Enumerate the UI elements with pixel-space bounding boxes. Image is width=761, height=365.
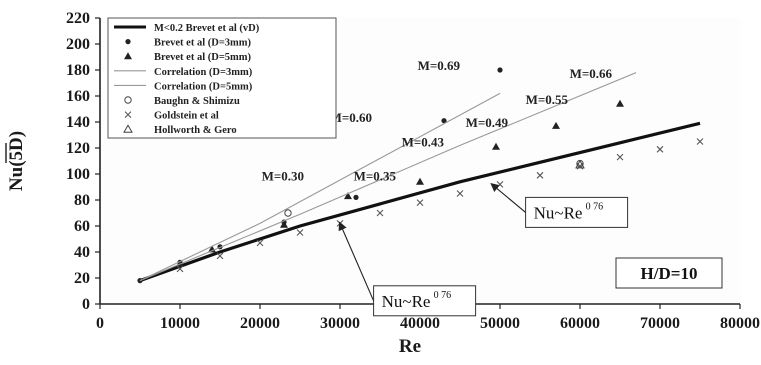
mach-annotation: M=0.55 <box>526 92 569 107</box>
y-tick-label: 120 <box>66 140 90 157</box>
data-point-brevet-et-al-d-5mm <box>344 192 352 200</box>
callout-arrow <box>338 221 375 302</box>
legend-entry-brevet-et-al-d-3mm: Brevet et al (D=3mm) <box>154 38 252 49</box>
x-tick-label: 20000 <box>240 315 280 332</box>
legend: M<0.2 Brevet et al (vD) Brevet et al (D=3… <box>107 17 337 139</box>
data-point-goldstein-et-al <box>376 209 384 217</box>
data-point-goldstein-et-al <box>656 145 664 153</box>
x-tick-label: 40000 <box>400 315 440 332</box>
y-tick-label: 140 <box>66 114 90 131</box>
legend-swatch-goldstein-et-al-stroke <box>124 111 132 118</box>
y-tick-label: 180 <box>66 62 90 79</box>
axes: 0 10000 20000 30000 40000 50000 60000 70000 8000… <box>5 10 760 357</box>
y-tick-label: 60 <box>74 218 90 235</box>
legend-entry-brevet-et-al-d-5mm: Brevet et al (D=5mm) <box>154 52 252 63</box>
series-line-m-0-2-brevet-et-al-vd <box>139 121 701 283</box>
mach-annotation: M=0.30 <box>262 169 304 184</box>
y-tick-label: 200 <box>66 36 90 53</box>
legend-swatch-brevet-et-al-d-3mm <box>125 39 131 45</box>
callout-text: Nu~Re <box>534 203 583 222</box>
legend-entry-correlation-d-5mm: Correlation (D=5mm) <box>154 81 253 92</box>
data-point-goldstein-et-al-stroke <box>176 265 184 273</box>
condition-box <box>615 257 723 289</box>
data-point-goldstein-et-al <box>456 190 464 197</box>
legend-swatch-goldstein-et-al <box>124 111 132 118</box>
data-point-goldstein-et-al <box>416 199 424 206</box>
legend-entry-hollworth-gero: Hollworth & Gero <box>154 125 237 136</box>
y-tick-label: 20 <box>74 270 90 287</box>
data-point-brevet-et-al-d-3mm <box>497 67 503 73</box>
data-point-brevet-et-al-d-5mm <box>416 177 424 185</box>
callout-arrow <box>490 182 526 213</box>
legend-swatch-baughn-shimizu <box>124 96 132 104</box>
data-point-goldstein-et-al <box>256 239 264 247</box>
series-line-correlation-d-3mm <box>139 92 501 282</box>
x-tick-label: 80000 <box>720 315 760 332</box>
x-tick-label: 0 <box>96 315 104 332</box>
legend-entry-goldstein-et-al: Goldstein et al <box>154 111 219 122</box>
data-point-brevet-et-al-d-5mm <box>208 245 216 253</box>
callout-exponent: 0 76 <box>434 290 452 301</box>
y-tick-label: 0 <box>82 296 90 313</box>
data-point-brevet-et-al-d-5mm <box>616 99 624 107</box>
callout-box <box>373 285 477 317</box>
data-point-goldstein-et-al-stroke <box>656 145 664 153</box>
legend-entry-baughn-shimizu: Baughn & Shimizu <box>154 96 240 107</box>
legend-swatch-hollworth-gero <box>123 124 133 133</box>
x-tick-label: 30000 <box>320 315 360 332</box>
data-point-goldstein-et-al <box>696 138 704 145</box>
series-layer <box>137 67 704 284</box>
data-point-goldstein-et-al-stroke <box>696 138 704 145</box>
y-tick-label: 80 <box>74 192 90 209</box>
data-point-goldstein-et-al <box>616 153 624 161</box>
callout-text: Nu~Re <box>382 292 431 311</box>
y-tick-label: 160 <box>66 88 90 105</box>
mach-annotation: M=0.60 <box>330 110 372 125</box>
data-point-brevet-et-al-d-3mm <box>441 118 447 124</box>
x-tick-label: 60000 <box>560 315 600 332</box>
mach-annotation: M=0.49 <box>466 115 509 130</box>
data-point-brevet-et-al-d-3mm <box>353 194 359 200</box>
y-tick-label: 220 <box>66 10 90 27</box>
data-point-goldstein-et-al <box>536 171 544 179</box>
data-point-goldstein-et-al <box>176 265 184 273</box>
data-point-goldstein-et-al-stroke <box>616 153 624 161</box>
data-point-brevet-et-al-d-5mm <box>492 142 500 150</box>
mach-annotation: M=0.43 <box>402 135 445 150</box>
data-point-brevet-et-al-d-5mm <box>552 121 560 129</box>
data-point-goldstein-et-al <box>296 229 304 236</box>
y-axis-label: Nu(5D) <box>6 131 27 191</box>
y-tick-label: 100 <box>66 166 90 183</box>
data-point-goldstein-et-al-stroke <box>416 199 424 206</box>
data-point-goldstein-et-al <box>216 252 224 260</box>
y-tick-label: 40 <box>74 244 90 261</box>
data-point-goldstein-et-al-stroke <box>456 190 464 197</box>
legend-swatch-brevet-et-al-d-5mm <box>124 52 132 60</box>
series-line-correlation-d-5mm <box>139 72 637 282</box>
data-point-goldstein-et-al-stroke <box>256 239 264 247</box>
data-point-goldstein-et-al-stroke <box>296 229 304 236</box>
legend-entry-m-0-2-brevet-et-al-vd: M<0.2 Brevet et al (vD) <box>154 23 260 34</box>
x-axis-label: Re <box>399 336 421 357</box>
mach-annotation: M=0.69 <box>418 58 461 73</box>
data-point-goldstein-et-al-stroke <box>376 209 384 217</box>
condition-label: H/D=10 <box>641 264 698 283</box>
callout-exponent: 0 76 <box>586 201 604 212</box>
data-point-goldstein-et-al-stroke <box>536 171 544 179</box>
legend-box <box>107 17 337 139</box>
data-point-brevet-et-al-d-5mm <box>280 220 288 228</box>
legend-entry-correlation-d-3mm: Correlation (D=3mm) <box>154 67 253 78</box>
x-tick-label: 50000 <box>480 315 520 332</box>
annotation-layer: M=0.69 M=0.60 M=0.43 M=0.49 M=0.55M=0.66 M=0.… <box>262 58 723 317</box>
mach-annotation: M=0.35 <box>354 169 397 184</box>
data-point-baughn-shimizu <box>284 209 292 217</box>
mach-annotation: M=0.66 <box>570 66 613 81</box>
x-tick-label: 70000 <box>640 315 680 332</box>
x-tick-label: 10000 <box>160 315 200 332</box>
data-point-hollworth-gero <box>575 159 585 169</box>
data-point-goldstein-et-al-stroke <box>216 252 224 260</box>
callout-box <box>525 196 629 228</box>
